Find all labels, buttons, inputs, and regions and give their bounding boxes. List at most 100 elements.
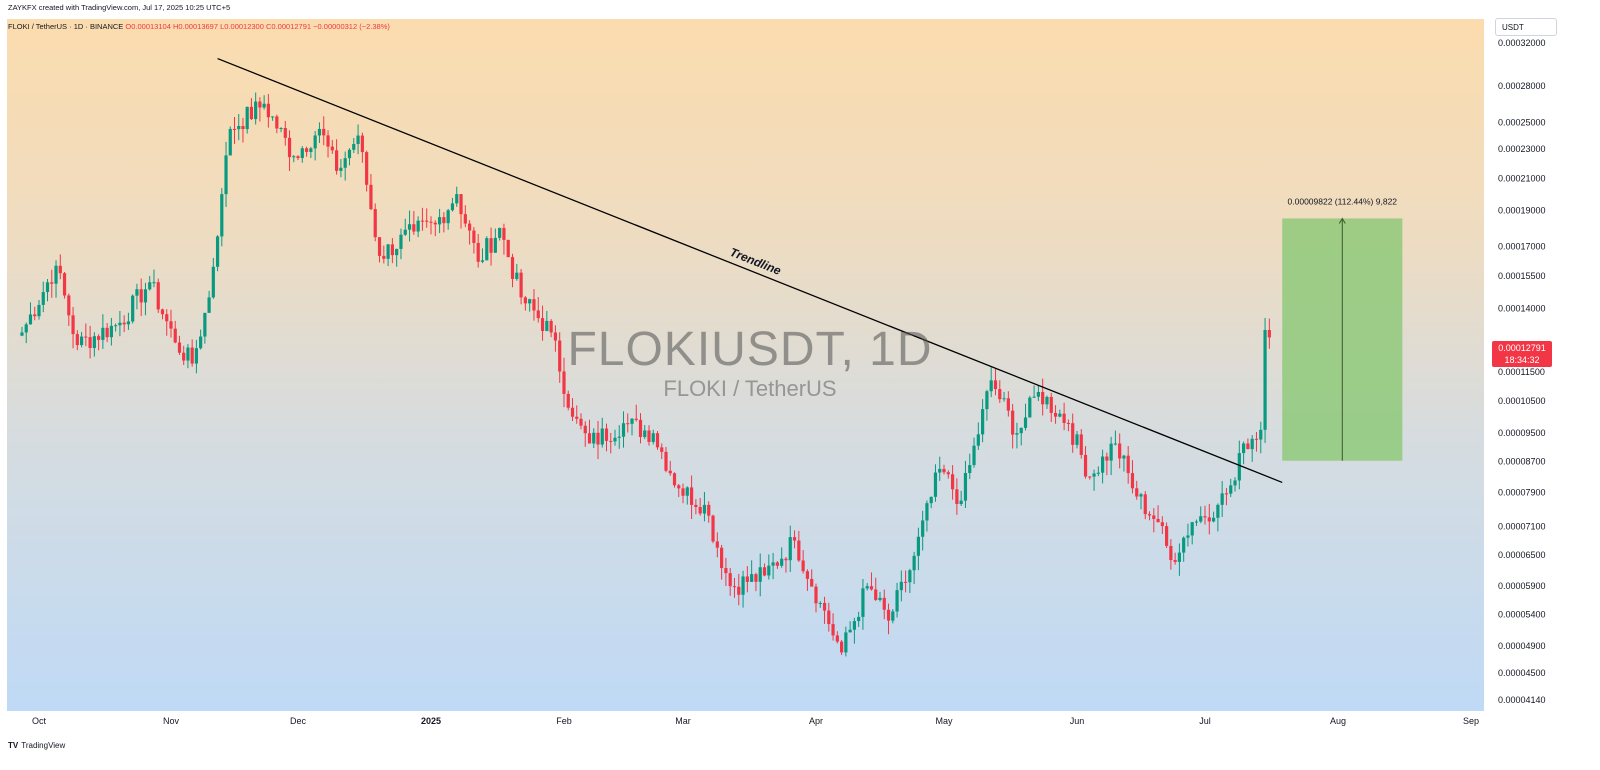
candle-body-up xyxy=(908,570,912,583)
candle-body-up xyxy=(493,237,497,253)
candle-body-down xyxy=(831,624,835,636)
candle-body-down xyxy=(67,295,71,316)
time-tick-label: May xyxy=(935,716,953,726)
candle-body-down xyxy=(502,227,506,240)
candle-body-down xyxy=(677,485,681,489)
candle-body-down xyxy=(1126,455,1130,474)
candle-body-up xyxy=(857,616,861,622)
low-value: L0.00012300 xyxy=(220,22,264,31)
candle-body-down xyxy=(575,416,579,419)
candle-body-up xyxy=(613,437,617,442)
candle-body-up xyxy=(750,574,754,582)
candle-body-up xyxy=(352,143,356,150)
candle-body-up xyxy=(617,436,621,438)
price-tick-label: 0.00032000 xyxy=(1498,38,1546,48)
candle-body-up xyxy=(651,433,655,442)
candle-body-up xyxy=(152,282,156,284)
open-value: O0.00013104 xyxy=(125,22,171,31)
candle-body-up xyxy=(1194,521,1199,523)
candle-body-down xyxy=(190,347,194,364)
candle-body-up xyxy=(592,432,596,444)
candle-body-down xyxy=(754,574,758,582)
candle-body-up xyxy=(207,297,211,313)
candle-body-down xyxy=(173,328,177,343)
candle-body-down xyxy=(1165,526,1169,546)
candle-body-down xyxy=(1147,514,1152,516)
candle-body-up xyxy=(912,555,916,571)
candle-body-up xyxy=(515,272,519,279)
candle-body-up xyxy=(135,289,139,296)
time-tick-label: Jun xyxy=(1070,716,1085,726)
price-tick-label: 0.00010500 xyxy=(1498,396,1546,406)
candle-body-up xyxy=(959,500,963,505)
time-tick-label: Feb xyxy=(556,716,572,726)
candle-body-up xyxy=(109,325,113,338)
time-tick-label: Mar xyxy=(675,716,691,726)
candle-body-up xyxy=(1058,413,1062,417)
candle-body-up xyxy=(446,210,450,224)
candle-body-up xyxy=(1233,480,1237,486)
candle-body-up xyxy=(20,332,24,336)
candle-body-down xyxy=(287,137,292,158)
candle-body-down xyxy=(558,340,562,372)
candle-body-up xyxy=(437,217,442,225)
candle-body-down xyxy=(1041,392,1045,405)
candle-body-up xyxy=(989,380,993,392)
candle-body-down xyxy=(689,487,694,505)
price-tick-label: 0.00023000 xyxy=(1498,144,1546,154)
candle-body-down xyxy=(655,433,660,448)
candle-body-down xyxy=(1156,518,1160,523)
currency-selector[interactable]: USDT xyxy=(1495,18,1557,36)
candle-body-down xyxy=(1053,412,1058,417)
candle-body-down xyxy=(874,589,878,600)
candle-body-up xyxy=(480,260,485,262)
candle-body-up xyxy=(92,336,96,349)
candle-body-down xyxy=(50,282,54,284)
candle-body-up xyxy=(528,299,532,304)
candle-body-down xyxy=(442,217,446,224)
candle-body-down xyxy=(1006,398,1010,411)
candle-body-down xyxy=(258,101,262,108)
candle-body-down xyxy=(711,515,715,542)
symbol-label[interactable]: FLOKI / TetherUS · 1D · BINANCE xyxy=(8,22,124,31)
candle-body-up xyxy=(844,632,848,653)
candle-body-up xyxy=(1199,516,1203,522)
candle-body-up xyxy=(630,418,634,424)
candle-body-up xyxy=(1259,429,1263,440)
candle-body-down xyxy=(1246,443,1250,450)
candle-body-up xyxy=(45,282,50,293)
footer-brand[interactable]: TV TradingView xyxy=(8,741,65,750)
candle-body-down xyxy=(596,432,600,445)
candle-body-up xyxy=(54,265,58,284)
candle-body-up xyxy=(1015,433,1019,435)
candle-body-up xyxy=(271,116,275,118)
candle-body-up xyxy=(254,101,258,120)
candle-body-up xyxy=(1182,537,1186,553)
symbol-legend[interactable]: FLOKI / TetherUS · 1D · BINANCE O0.00013… xyxy=(8,22,390,31)
candle-body-down xyxy=(97,336,101,340)
price-tick-label: 0.00028000 xyxy=(1498,81,1546,91)
candle-body-up xyxy=(981,409,985,435)
price-tick-label: 0.00014000 xyxy=(1498,304,1546,314)
candle-body-down xyxy=(1066,422,1071,424)
candle-body-up xyxy=(771,562,775,566)
candle-body-down xyxy=(869,586,874,590)
bar-countdown: 18:34:32 xyxy=(1504,355,1540,365)
candle-body-down xyxy=(1118,443,1122,459)
candle-body-up xyxy=(1023,417,1028,428)
candle-body-down xyxy=(1203,516,1207,518)
candle-body-down xyxy=(536,310,540,319)
price-tick-label: 0.00017000 xyxy=(1498,241,1546,251)
candle-body-down xyxy=(1152,515,1156,519)
candle-body-up xyxy=(1177,552,1181,562)
candle-body-down xyxy=(626,423,630,425)
candle-body-up xyxy=(848,629,852,633)
candle-body-down xyxy=(169,321,173,329)
candle-body-down xyxy=(882,597,886,610)
candle-body-up xyxy=(347,149,352,159)
candle-body-up xyxy=(416,220,420,232)
high-value: H0.00013697 xyxy=(172,22,219,31)
candle-body-down xyxy=(562,371,566,394)
